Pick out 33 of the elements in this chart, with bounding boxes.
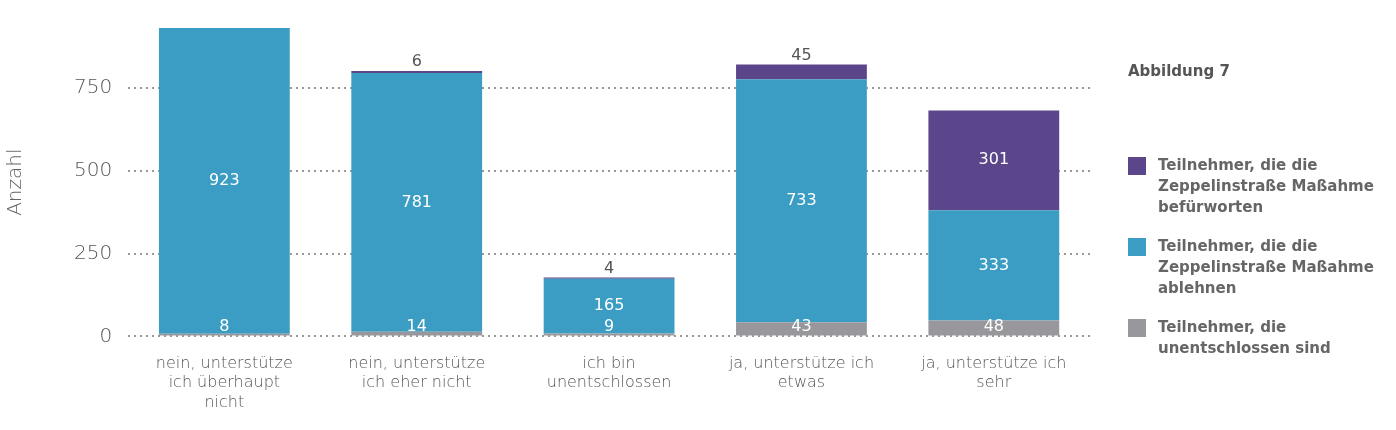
data-label: 9 bbox=[603, 315, 615, 335]
y-tick-label: 500 bbox=[73, 156, 113, 181]
bar bbox=[928, 110, 1060, 211]
legend-label: Teilnehmer, die die Zeppelinstraße Maßahme befürworten bbox=[1158, 155, 1375, 218]
y-tick-label: 750 bbox=[73, 74, 113, 99]
data-label: 781 bbox=[401, 191, 432, 211]
x-tick-label: nein, unterstütze ich eher nicht bbox=[348, 353, 486, 392]
data-label: 165 bbox=[593, 295, 625, 315]
bar bbox=[736, 64, 867, 80]
data-label: 14 bbox=[406, 315, 427, 335]
legend-label: Teilnehmer, die die Zeppelinstraße Maßahme ablehnen bbox=[1158, 236, 1375, 299]
bar bbox=[158, 28, 290, 334]
bar bbox=[351, 73, 483, 332]
data-label: 301 bbox=[978, 149, 1010, 169]
bar bbox=[928, 210, 1060, 321]
x-tick-label: ich bin unentschlossen bbox=[546, 353, 672, 392]
data-label: 733 bbox=[786, 189, 817, 209]
legend-label: Teilnehmer, die unentschlossen sind bbox=[1158, 317, 1332, 359]
x-tick-label: ja, unterstütze ich sehr bbox=[920, 353, 1067, 392]
x-tick-label: ja, unterstütze ich etwas bbox=[727, 353, 875, 392]
bar bbox=[543, 278, 675, 334]
data-label: 8 bbox=[219, 315, 230, 335]
y-tick-label: 0 bbox=[99, 322, 113, 347]
data-label: 333 bbox=[978, 254, 1010, 274]
x-tick-label: nein, unterstütze ich überhaupt nicht bbox=[155, 353, 293, 411]
data-label: 48 bbox=[983, 315, 1004, 335]
y-axis-title: Anzahl bbox=[2, 148, 27, 216]
data-label: 923 bbox=[209, 170, 240, 190]
data-label: 6 bbox=[411, 51, 422, 71]
text: Abbildung 7 bbox=[1128, 62, 1230, 80]
data-label: 45 bbox=[791, 44, 812, 64]
y-tick-label: 250 bbox=[73, 239, 113, 264]
data-label: 4 bbox=[603, 257, 615, 277]
